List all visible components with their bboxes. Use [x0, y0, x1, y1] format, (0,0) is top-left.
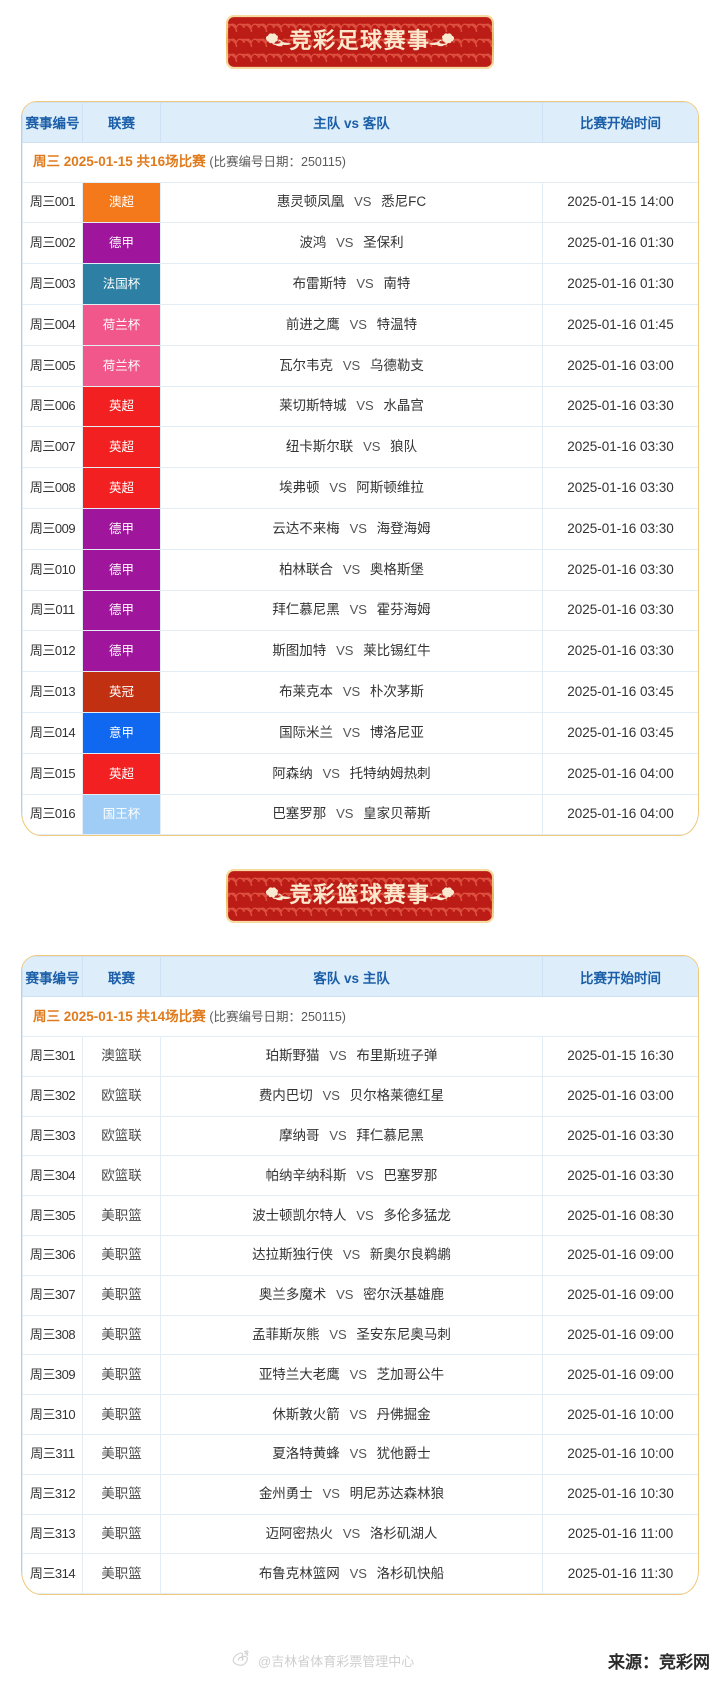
svg-text:竞彩足球赛事: 竞彩足球赛事	[289, 28, 430, 53]
svg-text:竞彩篮球赛事: 竞彩篮球赛事	[289, 882, 430, 907]
